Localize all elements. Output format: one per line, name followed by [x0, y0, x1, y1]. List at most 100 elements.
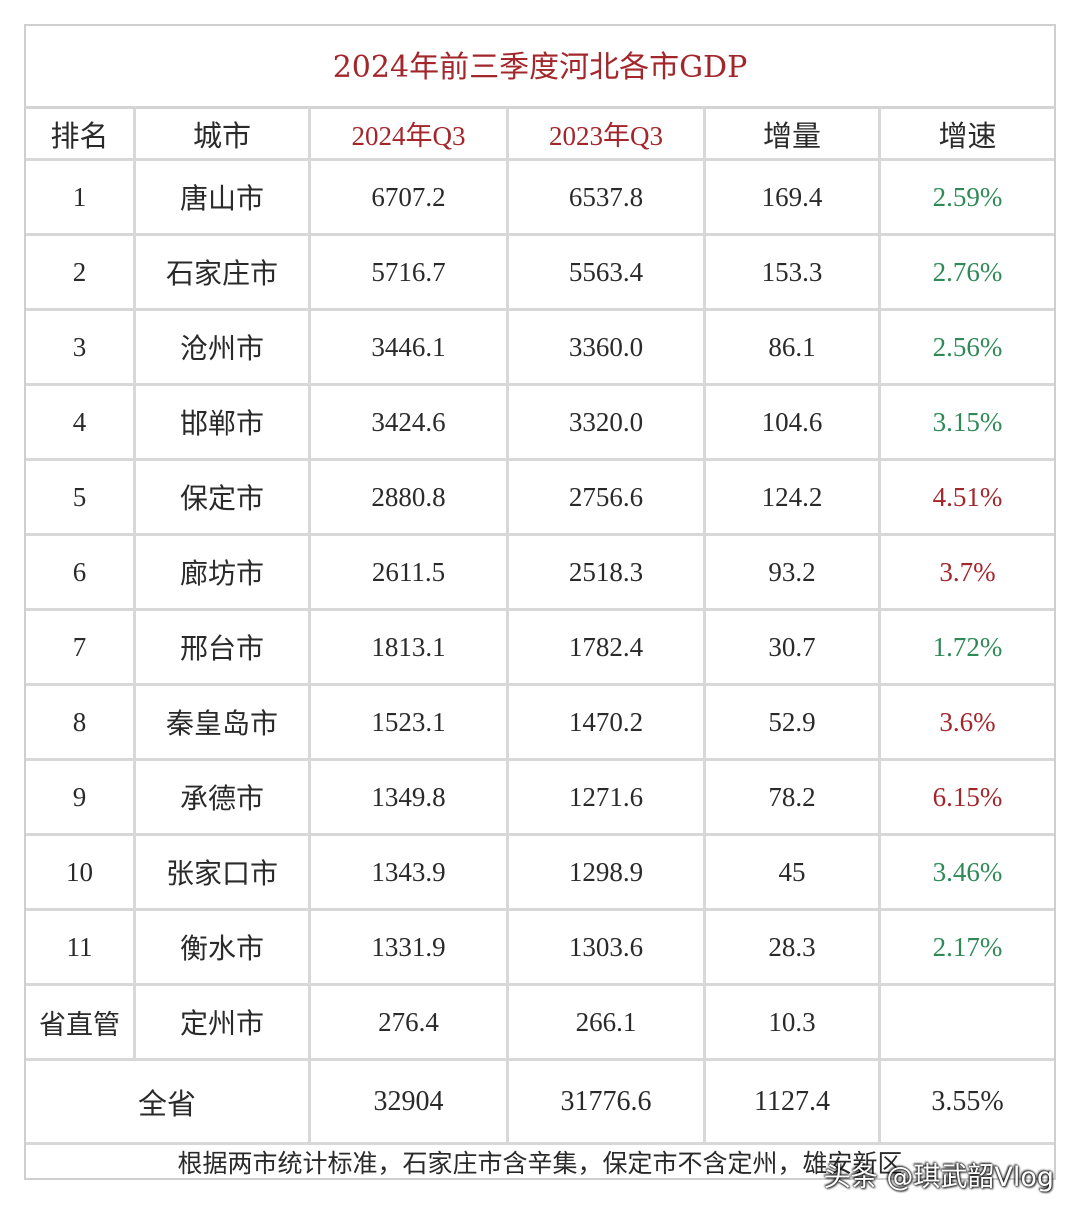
cell-2024q3: 2880.8 [311, 461, 509, 536]
footnote: 根据两市统计标准，石家庄市含辛集，保定市不含定州，雄安新区 [177, 1149, 903, 1178]
cell-city: 承德市 [136, 761, 311, 836]
cell-growth: 2.17% [881, 911, 1054, 986]
cell-2023q3: 1303.6 [509, 911, 706, 986]
cell-rank: 10 [26, 836, 136, 911]
table-body: 1 唐山市 6707.2 6537.8 169.4 2.59% 2 石家庄市 5716.7 556… [26, 161, 1054, 1061]
header-2024q3: 2024年Q3 [311, 109, 509, 161]
cell-growth: 3.7% [881, 536, 1054, 611]
header-increase: 增量 [706, 109, 881, 161]
total-increase: 1127.4 [706, 1061, 881, 1145]
cell-increase: 45 [706, 836, 881, 911]
cell-city: 唐山市 [136, 161, 311, 236]
cell-rank: 1 [26, 161, 136, 236]
total-label: 全省 [26, 1061, 311, 1145]
cell-growth: 3.15% [881, 386, 1054, 461]
cell-rank: 8 [26, 686, 136, 761]
cell-growth: 2.59% [881, 161, 1054, 236]
cell-growth: 1.72% [881, 611, 1054, 686]
cell-2023q3: 1271.6 [509, 761, 706, 836]
table-row: 10 张家口市 1343.9 1298.9 45 3.46% [26, 836, 1054, 911]
cell-city: 石家庄市 [136, 236, 311, 311]
cell-2024q3: 5716.7 [311, 236, 509, 311]
cell-increase: 93.2 [706, 536, 881, 611]
cell-city: 秦皇岛市 [136, 686, 311, 761]
cell-rank: 5 [26, 461, 136, 536]
gdp-table: 排名 城市 2024年Q3 2023年Q3 增量 增速 1 唐山市 6707.2 65… [26, 109, 1054, 1145]
table-row: 1 唐山市 6707.2 6537.8 169.4 2.59% [26, 161, 1054, 236]
cell-increase: 153.3 [706, 236, 881, 311]
cell-2023q3: 2518.3 [509, 536, 706, 611]
cell-2024q3: 6707.2 [311, 161, 509, 236]
cell-increase: 169.4 [706, 161, 881, 236]
table-row: 3 沧州市 3446.1 3360.0 86.1 2.56% [26, 311, 1054, 386]
header-rank: 排名 [26, 109, 136, 161]
cell-city: 邯郸市 [136, 386, 311, 461]
cell-increase: 52.9 [706, 686, 881, 761]
cell-2024q3: 3424.6 [311, 386, 509, 461]
table-row: 11 衡水市 1331.9 1303.6 28.3 2.17% [26, 911, 1054, 986]
cell-city: 廊坊市 [136, 536, 311, 611]
table-row: 省直管 定州市 276.4 266.1 10.3 [26, 986, 1054, 1061]
cell-growth: 3.6% [881, 686, 1054, 761]
cell-rank: 省直管 [26, 986, 136, 1061]
cell-increase: 104.6 [706, 386, 881, 461]
table-row: 4 邯郸市 3424.6 3320.0 104.6 3.15% [26, 386, 1054, 461]
cell-city: 衡水市 [136, 911, 311, 986]
cell-2023q3: 266.1 [509, 986, 706, 1061]
cell-rank: 11 [26, 911, 136, 986]
cell-rank: 4 [26, 386, 136, 461]
cell-increase: 124.2 [706, 461, 881, 536]
cell-city: 保定市 [136, 461, 311, 536]
cell-2024q3: 2611.5 [311, 536, 509, 611]
cell-2024q3: 1813.1 [311, 611, 509, 686]
cell-rank: 7 [26, 611, 136, 686]
header-2023q3: 2023年Q3 [509, 109, 706, 161]
table-row: 5 保定市 2880.8 2756.6 124.2 4.51% [26, 461, 1054, 536]
cell-city: 沧州市 [136, 311, 311, 386]
cell-2024q3: 3446.1 [311, 311, 509, 386]
cell-rank: 6 [26, 536, 136, 611]
cell-city: 邢台市 [136, 611, 311, 686]
table-row: 6 廊坊市 2611.5 2518.3 93.2 3.7% [26, 536, 1054, 611]
cell-rank: 9 [26, 761, 136, 836]
table-row: 7 邢台市 1813.1 1782.4 30.7 1.72% [26, 611, 1054, 686]
gdp-table-card: 2024年前三季度河北各市GDP 排名 城市 2024年Q3 2023年Q3 增… [24, 24, 1056, 1180]
cell-2023q3: 1782.4 [509, 611, 706, 686]
cell-increase: 78.2 [706, 761, 881, 836]
cell-rank: 2 [26, 236, 136, 311]
table-row: 8 秦皇岛市 1523.1 1470.2 52.9 3.6% [26, 686, 1054, 761]
cell-2024q3: 276.4 [311, 986, 509, 1061]
table-title: 2024年前三季度河北各市GDP [26, 26, 1054, 109]
cell-2023q3: 3320.0 [509, 386, 706, 461]
cell-increase: 86.1 [706, 311, 881, 386]
cell-2023q3: 5563.4 [509, 236, 706, 311]
cell-2023q3: 1470.2 [509, 686, 706, 761]
cell-increase: 28.3 [706, 911, 881, 986]
cell-growth [881, 986, 1054, 1061]
cell-rank: 3 [26, 311, 136, 386]
watermark: 头条 @琪武韶Vlog [823, 1162, 1054, 1193]
cell-increase: 30.7 [706, 611, 881, 686]
header-growth: 增速 [881, 109, 1054, 161]
cell-growth: 2.56% [881, 311, 1054, 386]
cell-2023q3: 2756.6 [509, 461, 706, 536]
cell-2024q3: 1523.1 [311, 686, 509, 761]
total-2024q3: 32904 [311, 1061, 509, 1145]
cell-growth: 6.15% [881, 761, 1054, 836]
cell-growth: 2.76% [881, 236, 1054, 311]
header-row: 排名 城市 2024年Q3 2023年Q3 增量 增速 [26, 109, 1054, 161]
cell-growth: 3.46% [881, 836, 1054, 911]
cell-increase: 10.3 [706, 986, 881, 1061]
total-row: 全省 32904 31776.6 1127.4 3.55% [26, 1061, 1054, 1145]
cell-city: 张家口市 [136, 836, 311, 911]
cell-growth: 4.51% [881, 461, 1054, 536]
cell-2024q3: 1343.9 [311, 836, 509, 911]
cell-city: 定州市 [136, 986, 311, 1061]
cell-2024q3: 1349.8 [311, 761, 509, 836]
cell-2023q3: 3360.0 [509, 311, 706, 386]
cell-2023q3: 1298.9 [509, 836, 706, 911]
table-row: 2 石家庄市 5716.7 5563.4 153.3 2.76% [26, 236, 1054, 311]
cell-2024q3: 1331.9 [311, 911, 509, 986]
total-growth: 3.55% [881, 1061, 1054, 1145]
table-row: 9 承德市 1349.8 1271.6 78.2 6.15% [26, 761, 1054, 836]
